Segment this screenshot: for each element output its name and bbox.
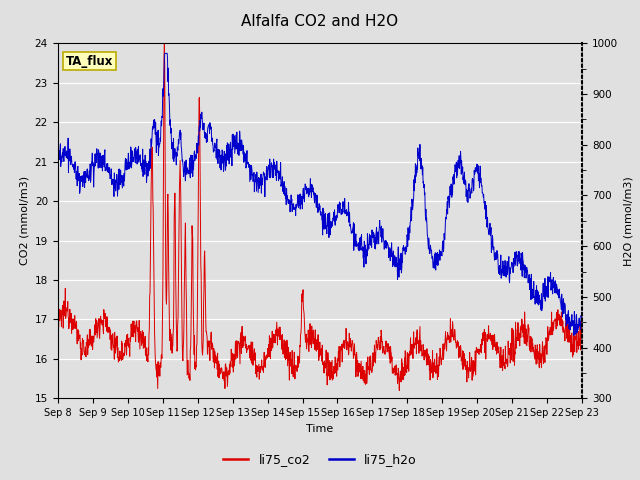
Text: Alfalfa CO2 and H2O: Alfalfa CO2 and H2O: [241, 14, 399, 29]
Text: TA_flux: TA_flux: [65, 55, 113, 68]
X-axis label: Time: Time: [307, 424, 333, 433]
Legend: li75_co2, li75_h2o: li75_co2, li75_h2o: [218, 448, 422, 471]
Y-axis label: H2O (mmol/m3): H2O (mmol/m3): [624, 176, 634, 265]
Y-axis label: CO2 (mmol/m3): CO2 (mmol/m3): [19, 176, 29, 265]
